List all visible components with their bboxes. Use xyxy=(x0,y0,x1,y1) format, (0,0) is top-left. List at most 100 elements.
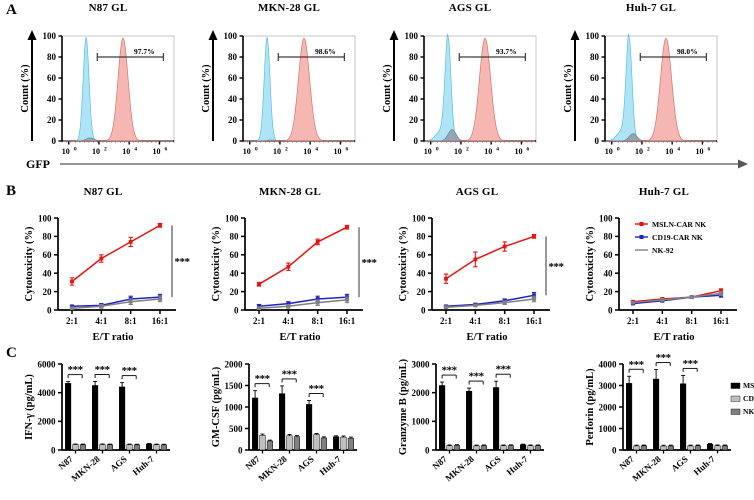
svg-text:40: 40 xyxy=(47,94,57,104)
svg-text:1500: 1500 xyxy=(225,381,244,391)
svg-text:60: 60 xyxy=(47,73,57,83)
flow-histogram-3: AGS GL 0 20 40 60 80 100 Count (%) 10 0 10 2 10 4 10 6 9… xyxy=(376,2,550,166)
legend-item-label: CD19-CAR NK xyxy=(743,394,754,403)
svg-text:80: 80 xyxy=(590,52,600,62)
svg-text:4: 4 xyxy=(496,147,499,153)
flow-plot-title: AGS GL xyxy=(448,2,492,14)
gate-percentage-label: 97.7% xyxy=(134,47,155,56)
svg-text:10: 10 xyxy=(695,147,703,156)
gfp-axis-label: GFP xyxy=(26,157,50,171)
svg-text:6: 6 xyxy=(165,147,168,153)
cytokine-y-axis-label: Granzyme B (pg/mL) xyxy=(398,358,409,455)
significance-marker: *** xyxy=(309,383,325,395)
cytokine-x-tick: Huh-7 xyxy=(318,454,344,478)
significance-marker: *** xyxy=(469,371,485,383)
svg-text:100: 100 xyxy=(586,31,600,41)
flow-histogram-2: MKN-28 GL 0 20 40 60 80 100 Count (%) 10 0 10 2 10 4 1… xyxy=(195,2,369,166)
svg-text:2: 2 xyxy=(285,147,288,153)
significance-marker: *** xyxy=(282,368,298,380)
cytokine-x-tick: N87 xyxy=(430,454,449,472)
svg-text:10: 10 xyxy=(333,147,341,156)
panel-letter-c: C xyxy=(6,345,17,361)
svg-text:3000: 3000 xyxy=(412,359,431,369)
cytotoxicity-y-axis-label: Cytotoxicity (%) xyxy=(24,226,35,301)
cytotoxicity-chart-title: MKN-28 GL xyxy=(259,186,321,198)
svg-text:80: 80 xyxy=(604,232,614,242)
cytokine-x-tick: AGS xyxy=(669,454,690,474)
svg-text:0: 0 xyxy=(617,147,620,153)
cytokine-x-tick: Huh-7 xyxy=(505,454,531,478)
svg-text:20: 20 xyxy=(230,287,240,297)
legend-item-label: NK-92 xyxy=(743,407,754,416)
svg-text:10: 10 xyxy=(62,147,70,156)
cytokine-x-tick: Huh-7 xyxy=(131,454,157,478)
cytotoxicity-x-axis-label: E/T ratio xyxy=(93,332,134,343)
cytokine-y-axis-label: IFN-γ (pg/mL) xyxy=(24,374,35,440)
flow-y-axis-label: Count (%) xyxy=(382,64,393,113)
cytokine-chart-3: 0 1000 2000 3000 Granzyme B (pg/mL) *** N87 ***… xyxy=(392,352,574,500)
cytotoxicity-chart-3: AGS GL 0 20 40 60 80 100 Cytotoxicity (%) 2:1 4:1… xyxy=(392,186,572,343)
svg-text:6: 6 xyxy=(527,147,530,153)
cytotoxicity-x-tick: 8:1 xyxy=(312,316,324,326)
flow-plot-title: Huh-7 GL xyxy=(625,2,677,14)
svg-text:20: 20 xyxy=(43,287,53,297)
svg-text:2: 2 xyxy=(104,147,107,153)
flow-y-axis-label: Count (%) xyxy=(563,64,574,113)
svg-text:2000: 2000 xyxy=(225,359,244,369)
svg-text:0: 0 xyxy=(51,445,56,455)
svg-text:2: 2 xyxy=(466,147,469,153)
svg-text:100: 100 xyxy=(43,31,57,41)
svg-text:60: 60 xyxy=(604,250,614,260)
svg-text:0: 0 xyxy=(608,305,613,315)
cytotoxicity-x-tick: 2:1 xyxy=(253,316,265,326)
cytotoxicity-x-tick: 4:1 xyxy=(282,316,294,326)
svg-text:0: 0 xyxy=(414,136,419,146)
legend-item-label: MSLN-CAR NK xyxy=(743,381,754,390)
svg-text:10: 10 xyxy=(92,147,100,156)
svg-text:4000: 4000 xyxy=(599,359,618,369)
cytotoxicity-x-axis-label: E/T ratio xyxy=(467,332,508,343)
cytokine-x-tick: MKN-28 xyxy=(69,454,102,484)
svg-text:10: 10 xyxy=(122,147,130,156)
svg-text:40: 40 xyxy=(43,269,53,279)
svg-text:100: 100 xyxy=(405,31,419,41)
cytotoxicity-y-axis-label: Cytotoxicity (%) xyxy=(585,226,596,301)
cytotoxicity-x-tick: 4:1 xyxy=(656,316,668,326)
svg-text:20: 20 xyxy=(590,115,600,125)
svg-text:40: 40 xyxy=(409,94,419,104)
cytotoxicity-x-tick: 16:1 xyxy=(526,316,543,326)
svg-text:10: 10 xyxy=(424,147,432,156)
svg-text:10: 10 xyxy=(484,147,492,156)
svg-text:6000: 6000 xyxy=(38,359,57,369)
svg-text:2000: 2000 xyxy=(38,417,57,427)
svg-text:10: 10 xyxy=(635,147,643,156)
svg-text:80: 80 xyxy=(228,52,238,62)
svg-text:80: 80 xyxy=(43,232,53,242)
svg-text:0: 0 xyxy=(255,147,258,153)
svg-text:1000: 1000 xyxy=(412,417,431,427)
svg-text:20: 20 xyxy=(228,115,238,125)
cytokine-x-tick: AGS xyxy=(295,454,316,474)
svg-text:10: 10 xyxy=(605,147,613,156)
svg-text:10: 10 xyxy=(303,147,311,156)
cytotoxicity-y-axis-label: Cytotoxicity (%) xyxy=(211,226,222,301)
significance-marker: *** xyxy=(362,257,378,269)
svg-text:20: 20 xyxy=(409,115,419,125)
svg-text:60: 60 xyxy=(43,250,53,260)
svg-text:100: 100 xyxy=(412,213,426,223)
svg-text:10: 10 xyxy=(514,147,522,156)
svg-text:80: 80 xyxy=(230,232,240,242)
cytokine-x-tick: AGS xyxy=(108,454,129,474)
svg-text:500: 500 xyxy=(229,424,243,434)
cytotoxicity-x-tick: 16:1 xyxy=(713,316,730,326)
svg-text:4: 4 xyxy=(677,147,680,153)
cytotoxicity-x-tick: 2:1 xyxy=(440,316,452,326)
svg-text:0: 0 xyxy=(595,136,600,146)
svg-text:10: 10 xyxy=(273,147,281,156)
